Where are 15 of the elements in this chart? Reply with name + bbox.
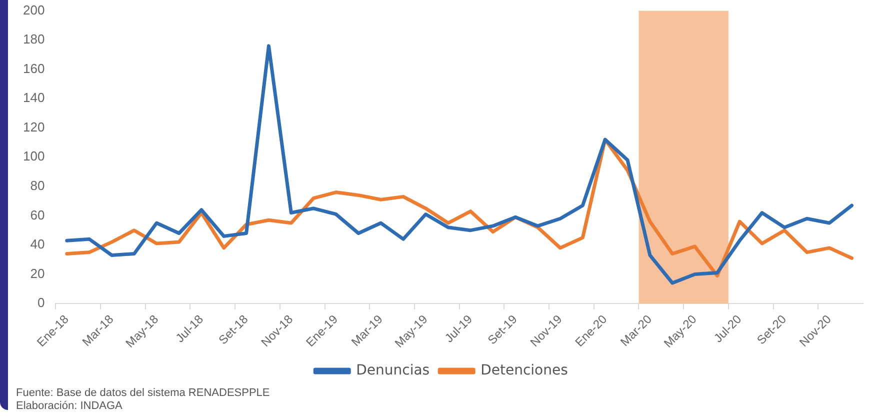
y-tick-label: 80 — [30, 178, 45, 194]
y-tick-label: 40 — [30, 236, 45, 252]
y-tick-label: 180 — [22, 32, 45, 47]
text: Elaboración: INDAGA — [16, 400, 124, 412]
y-tick-label: 140 — [22, 90, 45, 106]
y-tick-label: 120 — [22, 119, 45, 134]
source-note: Fuente: Base de datos del sistema RENADESPPLE — [16, 387, 270, 399]
legend-label: Denuncias — [356, 362, 430, 379]
y-tick-label: 0 — [37, 295, 45, 310]
legend-label: Detenciones — [480, 362, 568, 379]
y-tick-label: 160 — [22, 60, 45, 76]
y-tick-label: 20 — [30, 266, 45, 281]
y-tick-label: 200 — [22, 2, 45, 18]
y-tick-label: 100 — [22, 148, 45, 164]
y-tick-label: 60 — [30, 207, 45, 222]
